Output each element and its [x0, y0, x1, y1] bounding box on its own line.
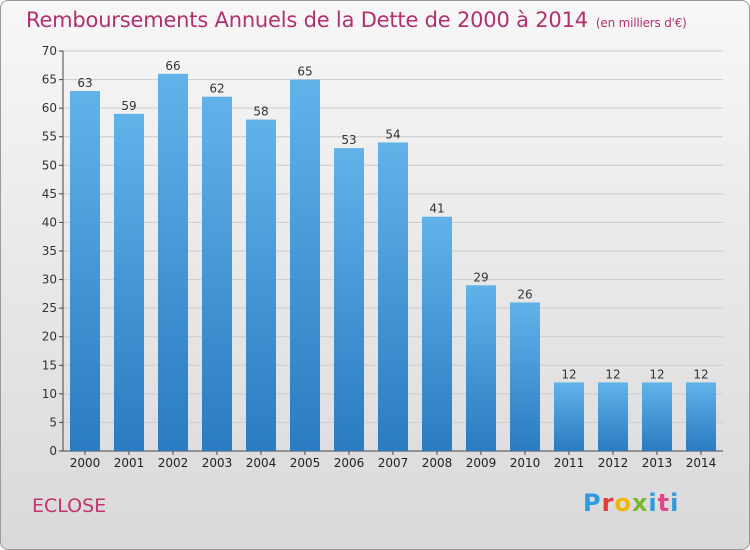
bar [246, 119, 276, 452]
bar [642, 382, 672, 451]
data-label: 62 [209, 82, 224, 96]
y-tick-label: 15 [42, 358, 57, 372]
y-tick-label: 70 [42, 44, 57, 58]
chart-unit: (en milliers d'€) [595, 16, 687, 30]
x-tick-label: 2005 [290, 456, 321, 470]
x-tick-label: 2001 [114, 456, 145, 470]
x-tick-label: 2000 [70, 456, 101, 470]
data-label: 12 [605, 367, 620, 381]
x-tick-label: 2009 [466, 456, 497, 470]
bar [598, 382, 628, 451]
data-label: 12 [693, 367, 708, 381]
bar [686, 382, 716, 451]
x-tick-label: 2008 [422, 456, 453, 470]
bar-chart: 0 5 10 15 20 25 30 35 40 45 50 55 60 65 70 2000 2001 2002… [42, 44, 723, 470]
logo-letter: t [657, 489, 671, 517]
y-tick-label: 55 [42, 130, 57, 144]
x-tick-label: 2006 [334, 456, 365, 470]
x-tick-label: 2007 [378, 456, 409, 470]
x-tick-label: 2010 [510, 456, 541, 470]
data-label: 26 [517, 287, 532, 301]
logo-letter: P [583, 489, 602, 517]
y-tick-label: 45 [42, 187, 57, 201]
y-tick-label: 60 [42, 101, 57, 115]
y-tick-label: 50 [42, 158, 57, 172]
y-tick-label: 30 [42, 273, 57, 287]
bar [554, 382, 584, 451]
bar [290, 79, 320, 452]
chart-title-text: Remboursements Annuels de la Dette de 20… [26, 8, 588, 32]
bar [158, 73, 188, 451]
x-tick-label: 2013 [642, 456, 673, 470]
data-label: 58 [253, 105, 268, 119]
proxiti-logo: Proxiti [583, 489, 679, 517]
x-tick-label: 2012 [598, 456, 629, 470]
logo-letter: o [614, 489, 632, 517]
logo-letter: r [601, 489, 615, 517]
data-label: 12 [561, 367, 576, 381]
bar [70, 91, 100, 451]
data-label: 63 [77, 76, 92, 90]
x-tick-label: 2014 [686, 456, 717, 470]
data-label: 66 [165, 59, 180, 73]
bar [422, 216, 452, 451]
logo-letter: i [670, 489, 680, 517]
data-label: 53 [341, 133, 356, 147]
y-tick-label: 10 [42, 387, 57, 401]
bar [334, 148, 364, 451]
commune-name: ECLOSE [32, 495, 107, 517]
bar [114, 113, 144, 451]
x-tick-label: 2011 [554, 456, 585, 470]
y-tick-label: 40 [42, 215, 57, 229]
data-label: 41 [429, 202, 444, 216]
bar [466, 285, 496, 451]
y-tick-label: 0 [49, 444, 57, 458]
x-tick-label: 2002 [158, 456, 189, 470]
logo-letter: x [631, 489, 649, 517]
data-label: 65 [297, 65, 312, 79]
x-tick-label: 2003 [202, 456, 233, 470]
y-tick-label: 35 [42, 244, 57, 258]
bar [510, 302, 540, 451]
y-tick-label: 25 [42, 301, 57, 315]
y-tick-label: 5 [49, 415, 57, 429]
data-label: 29 [473, 270, 488, 284]
bar [202, 96, 232, 451]
y-tick-label: 65 [42, 73, 57, 87]
data-label: 54 [385, 127, 400, 141]
chart-title: Remboursements Annuels de la Dette de 20… [26, 8, 687, 32]
logo-letter: i [648, 489, 658, 517]
x-tick-label: 2004 [246, 456, 277, 470]
y-tick-label: 20 [42, 330, 57, 344]
data-label: 12 [649, 367, 664, 381]
bar [378, 142, 408, 451]
data-label: 59 [121, 99, 136, 113]
